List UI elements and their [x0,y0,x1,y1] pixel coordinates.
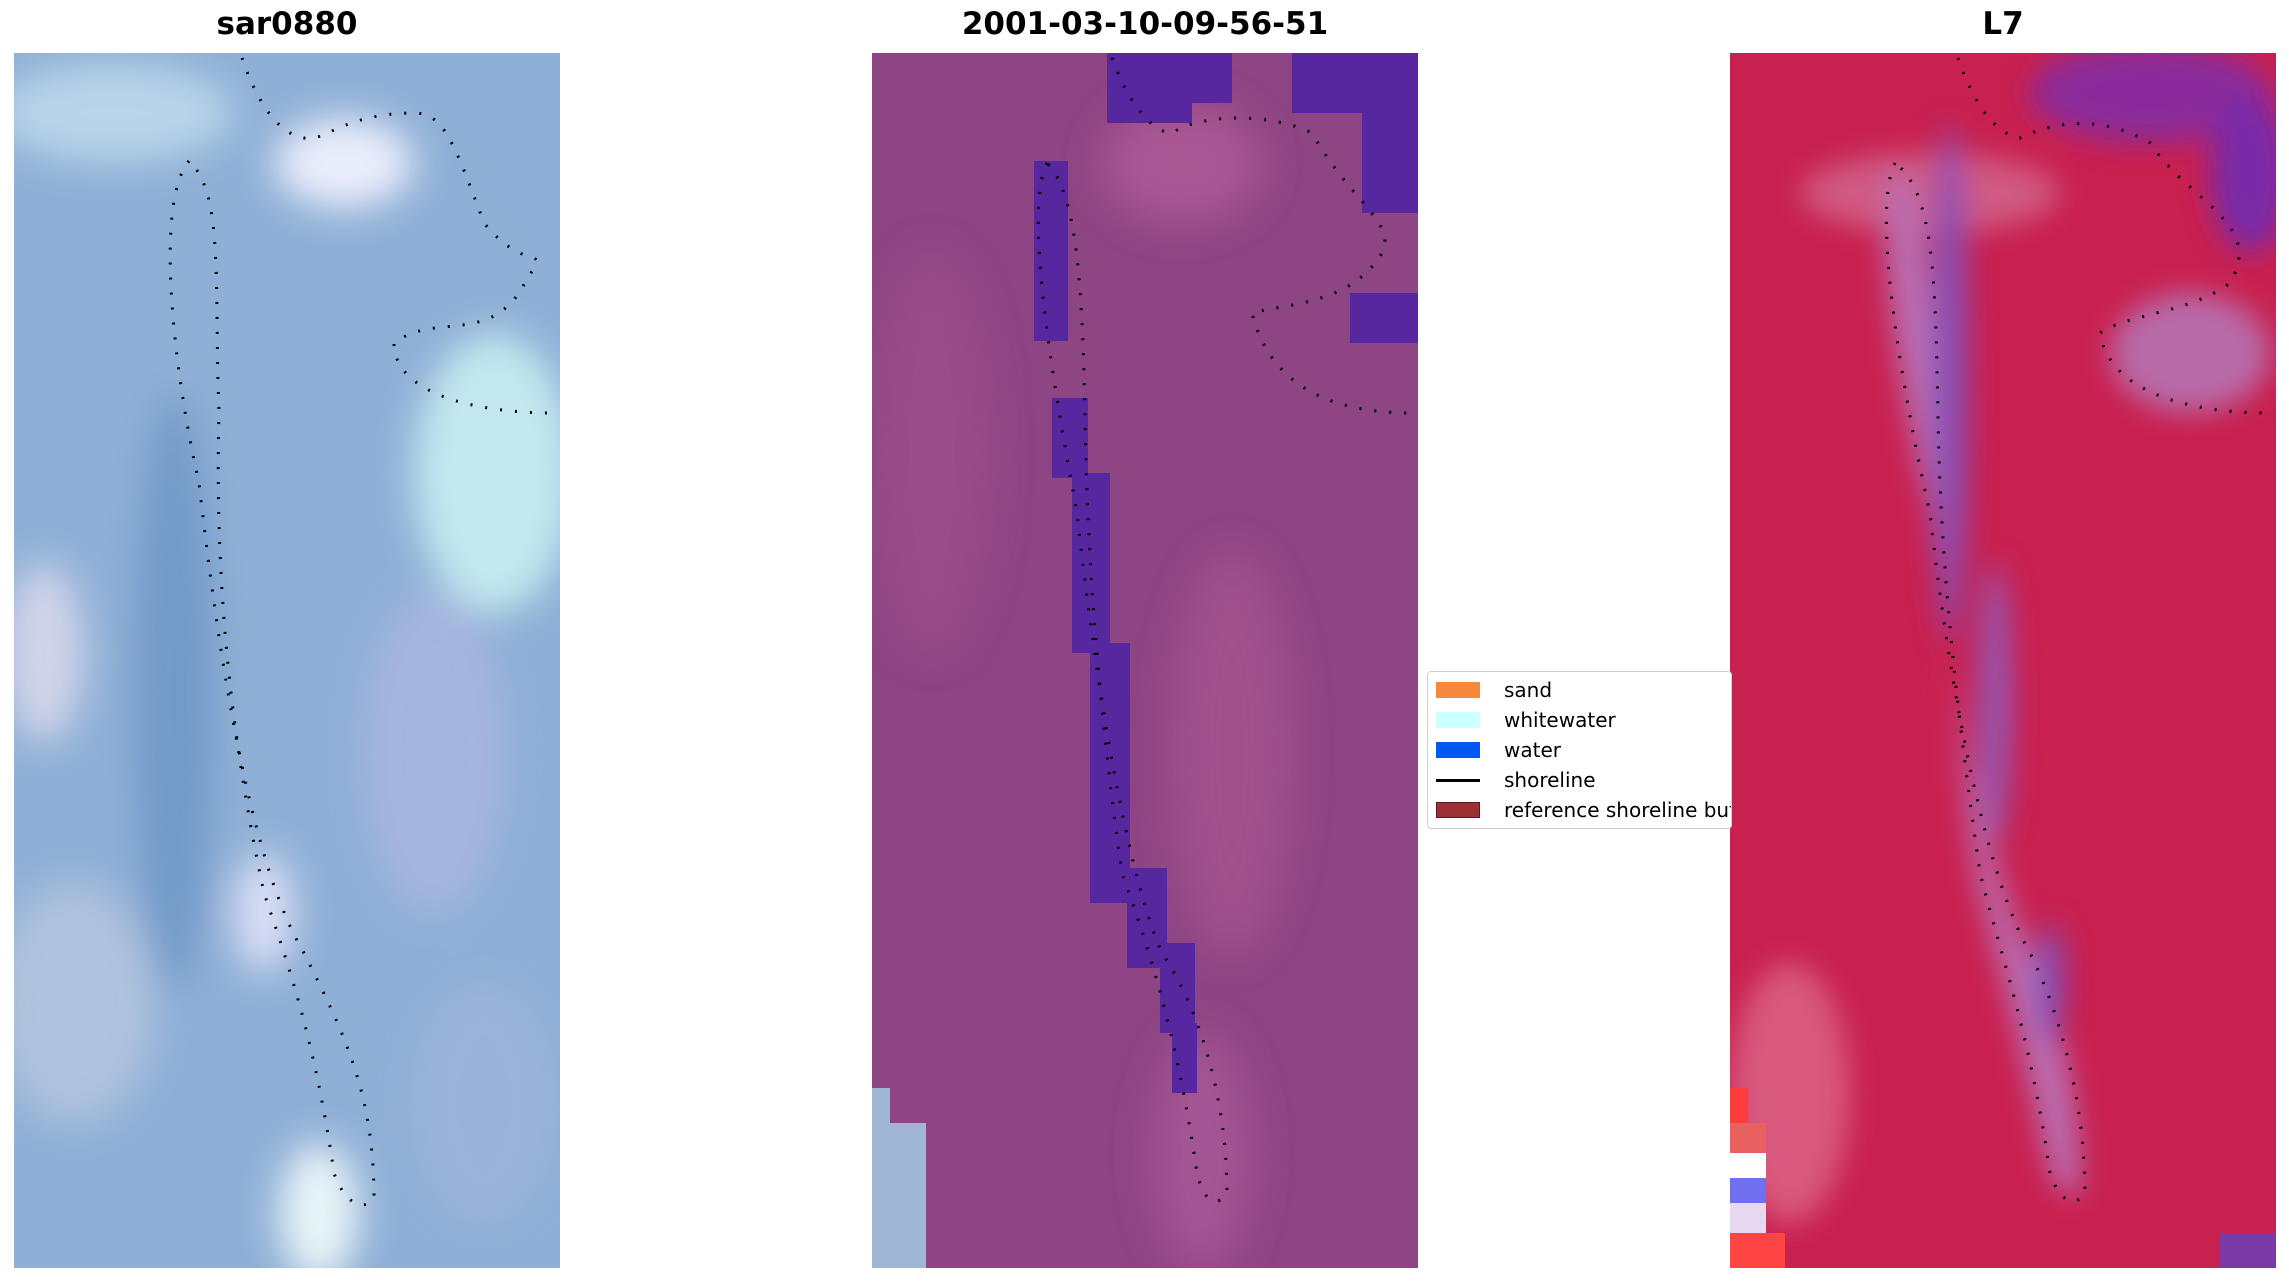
legend-item-water: water [1436,738,1561,762]
legend-label-whitewater: whitewater [1504,708,1616,732]
panel-title-l7: L7 [1982,6,2024,42]
rgb-image-panel [14,53,560,1268]
legend-item-reference-buffer: reference shoreline buffer [1436,798,1731,822]
legend-label-water: water [1504,738,1561,762]
panel-title-date: 2001-03-10-09-56-51 [961,6,1329,42]
sand-swatch [1436,682,1480,698]
water-swatch [1436,742,1480,758]
index-image-panel [1730,53,2276,1268]
legend-item-sand: sand [1436,678,1552,702]
legend-item-whitewater: whitewater [1436,708,1616,732]
legend-label-sand: sand [1504,678,1553,702]
reference-buffer-swatch [1436,802,1480,818]
classified-image-panel [872,53,1418,1268]
panel-title-rgb: sar0880 [216,6,358,42]
legend-item-shoreline: shoreline [1436,768,1596,792]
legend-label-reference-buffer: reference shoreline buffer [1504,798,1731,822]
legend: sand whitewater water shoreline referenc… [1427,671,1732,829]
legend-label-shoreline: shoreline [1504,768,1596,792]
shoreline-line-icon [1436,778,1480,782]
whitewater-swatch [1436,712,1480,728]
